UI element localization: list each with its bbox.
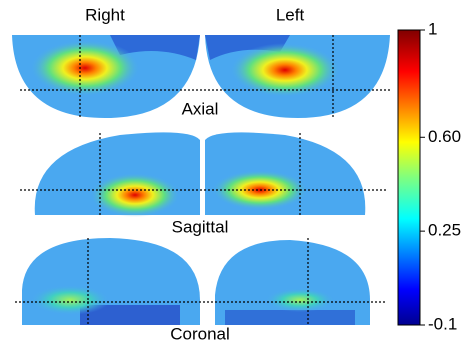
colorbar-tick-label: -0.1 — [428, 314, 457, 333]
brain-maps — [12, 35, 390, 325]
view-label: Coronal — [170, 324, 230, 343]
colorbar — [398, 30, 420, 325]
view-label: Axial — [182, 99, 219, 118]
colorbar-tick-label: 1 — [428, 19, 437, 38]
colorbar-tick-label: 0.25 — [428, 221, 461, 240]
figure: Right Left Axial Sagittal Coronal 1 0.60 0… — [0, 0, 461, 345]
view-label: Sagittal — [172, 217, 229, 236]
side-label: Left — [276, 5, 305, 24]
colorbar-tick-label: 0.60 — [428, 127, 461, 146]
side-label: Right — [85, 5, 125, 24]
